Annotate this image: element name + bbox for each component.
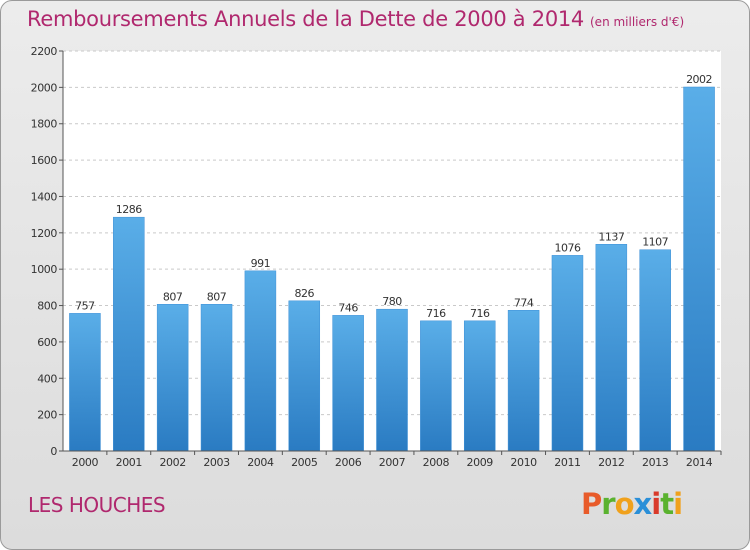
bar (376, 308, 408, 452)
bar-value-label: 1107 (642, 236, 668, 249)
logo-letter: P (581, 487, 602, 521)
y-tick-label: 0 (50, 445, 57, 458)
x-tick-label: 2005 (291, 456, 318, 469)
bar-value-label: 1286 (116, 203, 142, 216)
bar-value-label: 2002 (686, 73, 712, 86)
x-tick-label: 2011 (554, 456, 580, 469)
bar (69, 313, 101, 452)
y-tick-label: 1400 (31, 190, 58, 203)
bar-value-label: 1137 (598, 230, 624, 243)
bar (639, 249, 671, 452)
x-tick-label: 2007 (379, 456, 406, 469)
x-tick-label: 2009 (467, 456, 494, 469)
logo-letter: x (633, 487, 653, 521)
bar-value-label: 746 (338, 301, 358, 314)
bar-value-label: 807 (163, 290, 183, 303)
bar-value-label: 826 (295, 287, 315, 300)
bar-value-label: 757 (75, 299, 95, 312)
bar (507, 310, 540, 452)
y-tick-label: 600 (37, 336, 57, 349)
bar (200, 304, 233, 452)
bar (332, 315, 364, 452)
y-tick-label: 200 (37, 409, 57, 422)
bar (683, 86, 715, 452)
x-tick-label: 2004 (247, 456, 274, 469)
bar-value-label: 716 (426, 307, 446, 320)
y-tick-label: 2000 (31, 81, 58, 94)
logo-letter: i (673, 487, 683, 521)
y-tick-label: 1000 (31, 263, 58, 276)
x-tick-label: 2012 (598, 456, 624, 469)
logo-letter: o (614, 487, 635, 521)
x-tick-label: 2001 (116, 456, 142, 469)
bar (156, 304, 189, 452)
bar (595, 244, 628, 452)
location-name: LES HOUCHES (28, 493, 166, 517)
y-tick-label: 1600 (31, 154, 58, 167)
chart-title-block: Remboursements Annuels de la Dette de 20… (27, 7, 684, 31)
y-tick-label: 800 (37, 300, 57, 313)
chart-title: Remboursements Annuels de la Dette de 20… (27, 7, 584, 31)
x-tick-label: 2010 (510, 456, 537, 469)
bar-value-label: 991 (251, 257, 271, 270)
logo-letter: t (660, 487, 674, 521)
proxiti-logo: Proxiti (581, 487, 683, 521)
bar (244, 270, 277, 452)
x-tick-label: 2014 (686, 456, 713, 469)
x-tick-label: 2002 (159, 456, 185, 469)
axes: 0 200 400 600 800 1000 1200 1400 1600 1800 2000 220… (31, 45, 722, 469)
bar-value-label: 1076 (554, 241, 580, 254)
y-tick-label: 400 (37, 372, 57, 385)
x-tick-label: 2003 (203, 456, 230, 469)
x-tick-label: 2000 (72, 456, 99, 469)
bar-value-label: 780 (382, 295, 402, 308)
bar (420, 320, 452, 452)
bar (113, 216, 145, 452)
y-tick-label: 1200 (31, 227, 58, 240)
y-tick-label: 2200 (31, 45, 58, 58)
bar (463, 320, 496, 452)
x-tick-label: 2013 (642, 456, 669, 469)
bar (551, 255, 584, 452)
x-tick-label: 2008 (423, 456, 450, 469)
x-tick-label: 2006 (335, 456, 362, 469)
bar-value-label: 774 (514, 296, 534, 309)
chart-subtitle: (en milliers d'€) (590, 15, 685, 29)
y-tick-label: 1800 (31, 118, 58, 131)
logo-letter: r (601, 487, 615, 521)
bar-value-label: 716 (470, 307, 490, 320)
logo-letter: i (651, 487, 661, 521)
bar-value-label: 807 (207, 290, 227, 303)
bars: 757 1286 807 807 991 826 746 780 716 716 774 1076 11… (69, 73, 715, 452)
bar (288, 300, 321, 452)
